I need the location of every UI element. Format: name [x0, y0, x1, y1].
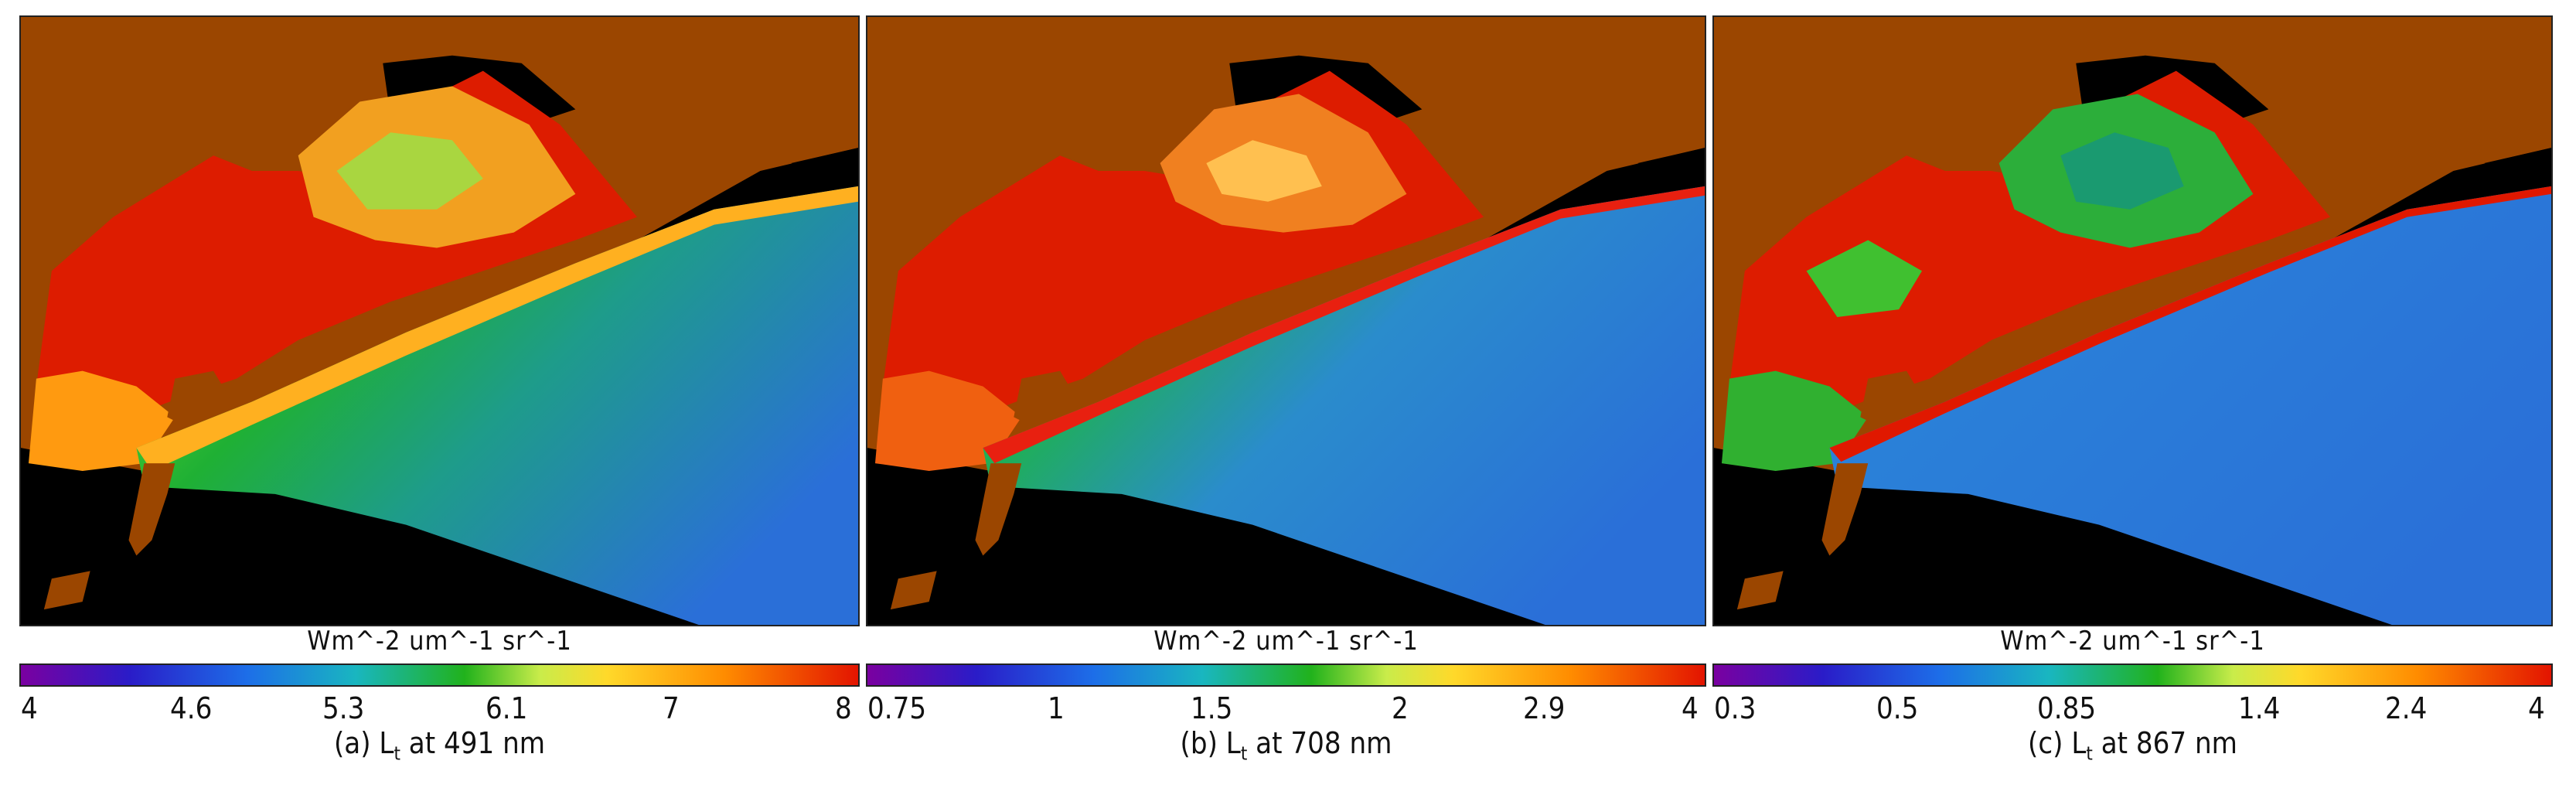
colorbar-tick: 1.4 — [2238, 691, 2281, 725]
radiance-map-708nm — [866, 15, 1706, 626]
colorbar-tick: 4 — [21, 691, 38, 725]
colorbar-tick: 2.9 — [1523, 691, 1566, 725]
colorbar — [866, 663, 1706, 687]
colorbar-tick: 4.6 — [170, 691, 213, 725]
colorbar-ticks: 4 4.6 5.3 6.1 7 8 — [19, 693, 860, 724]
radiance-map-491nm — [19, 15, 860, 626]
colorbar-tick: 0.3 — [1714, 691, 1757, 725]
unit-label: Wm^-2 um^-1 sr^-1 — [2000, 626, 2265, 657]
colorbar-tick: 6.1 — [486, 691, 528, 725]
panel-caption: (b) Lt at 708 nm — [1180, 726, 1392, 765]
colorbar — [1712, 663, 2553, 687]
colorbar-ticks: 0.3 0.5 0.85 1.4 2.4 4 — [1712, 693, 2553, 724]
colorbar-tick: 7 — [663, 691, 680, 725]
colorbar-tick: 5.3 — [322, 691, 365, 725]
colorbar-tick: 1.5 — [1191, 691, 1233, 725]
panel-caption: (c) Lt at 867 nm — [2028, 726, 2237, 765]
colorbar-tick: 0.5 — [1876, 691, 1919, 725]
panel-491nm: Wm^-2 um^-1 sr^-1 4 4.6 5.3 6.1 7 8 (a) … — [19, 0, 860, 788]
colorbar-tick: 8 — [835, 691, 852, 725]
colorbar-tick: 0.75 — [867, 691, 927, 725]
colorbar-tick: 0.85 — [2037, 691, 2097, 725]
colorbar-tick: 2 — [1392, 691, 1409, 725]
radiance-map-867nm — [1712, 15, 2553, 626]
colorbar-tick: 4 — [2528, 691, 2545, 725]
colorbar-tick: 2.4 — [2385, 691, 2428, 725]
unit-label: Wm^-2 um^-1 sr^-1 — [307, 626, 572, 657]
colorbar-tick: 4 — [1682, 691, 1699, 725]
colorbar-ticks: 0.75 1 1.5 2 2.9 4 — [866, 693, 1706, 724]
panel-867nm: Wm^-2 um^-1 sr^-1 0.3 0.5 0.85 1.4 2.4 4… — [1712, 0, 2553, 788]
panel-caption: (a) Lt at 491 nm — [333, 726, 546, 765]
colorbar-tick: 1 — [1048, 691, 1065, 725]
panel-708nm: Wm^-2 um^-1 sr^-1 0.75 1 1.5 2 2.9 4 (b)… — [866, 0, 1706, 788]
unit-label: Wm^-2 um^-1 sr^-1 — [1153, 626, 1419, 657]
colorbar — [19, 663, 860, 687]
